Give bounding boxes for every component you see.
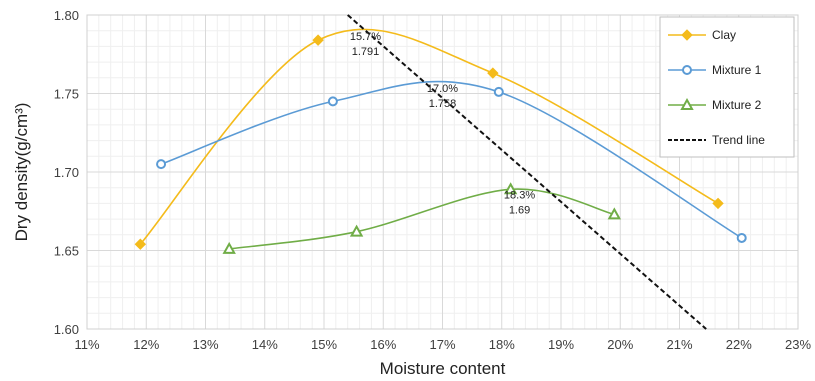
y-tick-labels: 1.60 1.65 1.70 1.75 1.80 [54, 8, 79, 337]
mixture-1-point [736, 232, 747, 243]
x-tick-label: 12% [133, 337, 159, 352]
x-tick-label: 11% [74, 337, 99, 352]
annotation-layer: 15.7% 1.791 17.0% 1.758 18.3% 1.69 [350, 31, 535, 217]
legend-marker-mixture-2 [680, 97, 694, 110]
legend-marker-mixture-1 [682, 65, 692, 75]
clay-point [712, 197, 724, 210]
mixture-1-point [327, 96, 338, 107]
y-tick-label: 1.60 [54, 322, 79, 337]
y-tick-label: 1.65 [54, 244, 79, 259]
y-tick-label: 1.75 [54, 87, 79, 102]
x-tick-label: 13% [192, 337, 218, 352]
legend-box [659, 16, 795, 158]
x-tick-label: 23% [785, 337, 811, 352]
x-tick-label: 20% [607, 337, 633, 352]
mixture-1-line [160, 80, 743, 239]
legend-label-mixture-1: Mixture 1 [712, 63, 762, 77]
y-tick-label: 1.80 [54, 8, 79, 23]
mixture-2-point [222, 241, 236, 254]
x-tick-label: 18% [489, 337, 515, 352]
annotation-label: 15.7% [350, 31, 381, 43]
x-tick-label: 21% [666, 337, 692, 352]
annotation-label: 1.791 [352, 46, 380, 58]
x-axis-title: Moisture content [380, 359, 506, 378]
mixture-1-point [156, 159, 167, 170]
x-tick-label: 22% [726, 337, 752, 352]
x-tick-labels: 11% 12% 13% 14% 15% 16% 17% 18% 19% 20% 21% 22% 23% [74, 337, 811, 352]
x-tick-label: 15% [311, 337, 337, 352]
y-axis-title: Dry density(g/cm³) [12, 103, 31, 242]
annotation-label: 17.0% [427, 83, 458, 95]
x-tick-label: 14% [252, 337, 278, 352]
plot-area-border [86, 14, 799, 330]
x-tick-label: 19% [548, 337, 574, 352]
legend-label-clay: Clay [712, 28, 736, 42]
series-layer [139, 14, 743, 330]
markers-layer [134, 34, 747, 254]
x-tick-label: 16% [370, 337, 396, 352]
clay-point [312, 34, 324, 46]
mixture-2-point [349, 224, 364, 237]
y-tick-label: 1.70 [54, 165, 79, 180]
legend-label-mixture-2: Mixture 2 [712, 98, 762, 112]
mixture-1-point [493, 86, 504, 97]
x-tick-label: 17% [429, 337, 455, 352]
annotation-label: 1.69 [509, 205, 530, 217]
legend-label-trend-line: Trend line [712, 133, 765, 147]
clay-point [487, 67, 499, 79]
legend-marker-clay [681, 29, 693, 41]
clay-point [134, 238, 147, 250]
annotation-label: 18.3% [504, 190, 535, 202]
legend: Clay Mixture 1 Mixture 2 Trend line [659, 16, 795, 158]
clay-line [139, 28, 719, 245]
mixture-2-point [607, 207, 622, 220]
mixture-2-line [229, 188, 615, 250]
mixture-2-point [503, 182, 518, 195]
annotation-label: 1.758 [429, 98, 457, 110]
